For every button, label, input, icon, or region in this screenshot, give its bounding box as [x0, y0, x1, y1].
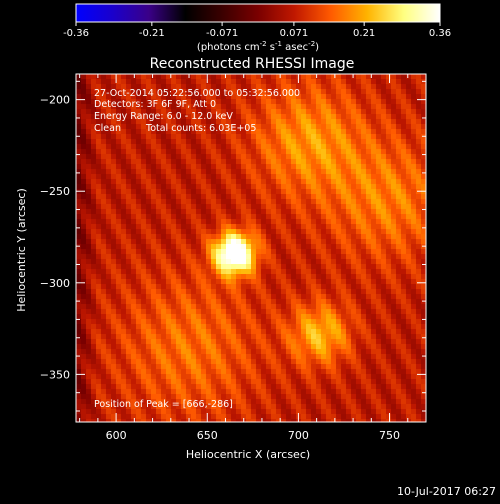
colorbar-tick-label: 0.36	[429, 28, 451, 39]
colorbar-tick-label: 0.21	[353, 28, 375, 39]
colorbar-tick-label: 0.071	[280, 28, 309, 39]
annotations: 27-Oct-2014 05:22:56.000 to 05:32:56.000…	[94, 88, 300, 410]
annotation-peak: Position of Peak = [666,-286]	[94, 399, 233, 410]
annotation-method: Clean	[94, 123, 121, 134]
footer-date: 10-Jul-2017 06:27	[397, 485, 496, 498]
y-tick-label: −300	[40, 277, 70, 290]
annotation-time: 27-Oct-2014 05:22:56.000 to 05:32:56.000	[94, 88, 300, 99]
colorbar-ticks: -0.36 -0.21 -0.071 0.071 0.21 0.36	[63, 3, 451, 39]
colorbar-frame	[75, 3, 441, 23]
x-tick-label: 750	[379, 429, 400, 442]
y-tick-label: −250	[40, 185, 70, 198]
plot-frame	[75, 73, 427, 423]
x-tick-label: 700	[288, 429, 309, 442]
y-tick-label: −350	[40, 368, 70, 381]
chart-title: Reconstructed RHESSI Image	[150, 56, 355, 72]
axis-ticks	[76, 74, 427, 422]
plot-area	[75, 73, 427, 423]
colorbar-tick-label: -0.21	[139, 28, 165, 39]
colorbar-tick-label: -0.36	[63, 28, 89, 39]
x-axis-label: Heliocentric X (arcsec)	[186, 448, 310, 461]
annotation-counts: Total counts: 6.03E+05	[145, 123, 256, 134]
x-tick-label: 600	[106, 429, 127, 442]
annotation-energy: Energy Range: 6.0 - 12.0 keV	[94, 111, 233, 122]
axis-tick-labels: 600 650 700 750 −200 −250 −300 −350	[40, 94, 400, 442]
colorbar: -0.36 -0.21 -0.071 0.071 0.21 0.36 (photons c…	[63, 3, 451, 53]
colorbar-gradient	[76, 4, 440, 22]
colorbar-tick-label: -0.071	[206, 28, 238, 39]
heatmap-image	[76, 74, 426, 422]
annotation-detectors: Detectors: 3F 6F 9F, Att 0	[94, 99, 216, 110]
y-tick-label: −200	[40, 94, 70, 107]
y-axis-label: Heliocentric Y (arcsec)	[15, 188, 28, 312]
colorbar-unit-label: (photons cm-2 s-1 asec-2)	[197, 40, 319, 53]
x-tick-label: 650	[197, 429, 218, 442]
